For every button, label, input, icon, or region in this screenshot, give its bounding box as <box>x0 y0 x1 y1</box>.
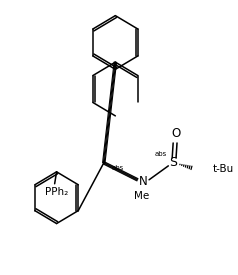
Text: PPh₂: PPh₂ <box>45 187 68 197</box>
Text: abs: abs <box>154 151 167 157</box>
Text: Me: Me <box>134 191 149 201</box>
Text: abs: abs <box>111 165 123 171</box>
Text: S: S <box>169 156 177 169</box>
Text: O: O <box>171 126 181 139</box>
Text: N: N <box>139 175 148 188</box>
Text: t-Bu: t-Bu <box>213 164 234 174</box>
